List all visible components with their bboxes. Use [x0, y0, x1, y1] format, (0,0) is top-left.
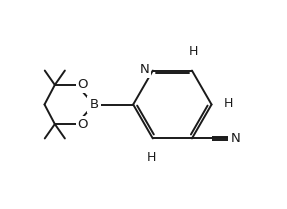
Text: N: N — [230, 132, 240, 145]
Text: H: H — [189, 45, 198, 58]
Text: O: O — [77, 118, 88, 131]
Text: H: H — [224, 97, 233, 110]
Text: B: B — [90, 98, 98, 111]
Text: O: O — [77, 78, 88, 91]
Text: H: H — [146, 151, 156, 164]
Text: N: N — [139, 64, 149, 76]
